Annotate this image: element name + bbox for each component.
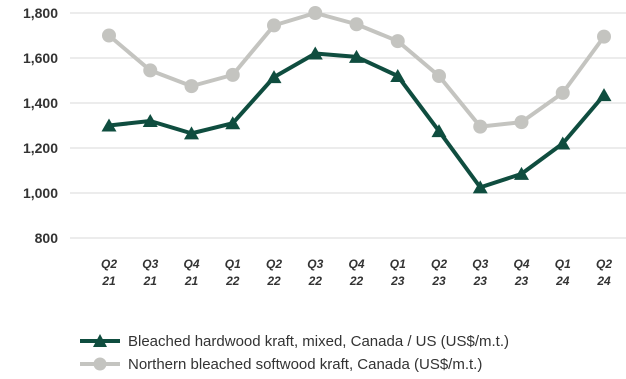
data-point-softwood (349, 17, 364, 32)
x-tick-label: Q4 22 (348, 257, 364, 288)
data-point-softwood (432, 69, 446, 83)
y-tick-label: 1,000 (23, 185, 58, 201)
data-point-softwood (597, 29, 611, 44)
data-point-softwood (102, 28, 116, 43)
y-tick-label: 1,600 (23, 50, 58, 66)
data-point-hardwood (266, 70, 282, 84)
legend-softwood-label: Northern bleached softwood kraft, Canada… (128, 356, 482, 373)
legend-hardwood-label: Bleached hardwood kraft, mixed, Canada /… (128, 333, 509, 350)
x-tick-label: Q1 23 (390, 257, 406, 288)
data-point-softwood (473, 119, 488, 134)
y-axis-tick-labels: 800 1,000 1,200 1,400 1,600 1,800 (23, 5, 58, 246)
data-point-hardwood (390, 69, 406, 82)
data-point-softwood (555, 85, 570, 100)
data-point-hardwood (431, 124, 447, 138)
x-tick-label: Q1 22 (225, 257, 241, 288)
y-tick-label: 1,200 (23, 140, 58, 156)
legend-item-hardwood: Bleached hardwood kraft, mixed, Canada /… (80, 333, 509, 350)
data-point-hardwood (101, 118, 117, 132)
data-point-hardwood (184, 126, 199, 140)
x-tick-label: Q3 22 (307, 257, 323, 288)
data-point-softwood (184, 79, 199, 94)
data-point-softwood (308, 6, 323, 20)
data-point-hardwood (472, 180, 488, 194)
data-point-hardwood (514, 166, 529, 180)
y-tick-label: 1,800 (23, 5, 58, 21)
legend: Bleached hardwood kraft, mixed, Canada /… (80, 333, 509, 373)
data-point-hardwood (596, 88, 612, 102)
data-point-hardwood (555, 136, 571, 150)
x-tick-label: Q2 21 (101, 257, 117, 288)
x-tick-label: Q4 23 (513, 257, 529, 288)
x-tick-label: Q2 22 (266, 257, 282, 288)
data-point-softwood (143, 63, 158, 78)
x-axis-tick-labels: Q2 21 Q3 21 Q4 21 Q1 22 Q2 22 Q3 22 Q4 22 Q1 23 Q2 23 Q3 23… (101, 257, 612, 288)
x-tick-label: Q2 24 (596, 257, 612, 288)
series-line-hardwood (108, 51, 606, 190)
series-layer (101, 6, 612, 194)
y-tick-label: 1,400 (23, 95, 58, 111)
legend-softwood-circle-icon (93, 357, 107, 371)
data-point-softwood (267, 18, 281, 33)
x-tick-label: Q3 21 (142, 257, 158, 288)
data-point-hardwood (225, 116, 241, 130)
data-point-hardwood (349, 49, 364, 63)
data-point-hardwood (307, 46, 323, 60)
data-point-hardwood (142, 114, 158, 127)
legend-hardwood-triangle-icon (93, 334, 107, 347)
y-tick-label: 800 (35, 230, 59, 246)
data-point-softwood (514, 115, 529, 130)
x-tick-label: Q1 24 (555, 257, 571, 288)
x-tick-label: Q3 23 (472, 257, 488, 288)
x-tick-label: Q2 23 (431, 257, 447, 288)
data-point-softwood (225, 67, 240, 82)
legend-item-softwood: Northern bleached softwood kraft, Canada… (80, 356, 482, 373)
x-tick-label: Q4 21 (183, 257, 199, 288)
data-point-softwood (390, 34, 405, 49)
